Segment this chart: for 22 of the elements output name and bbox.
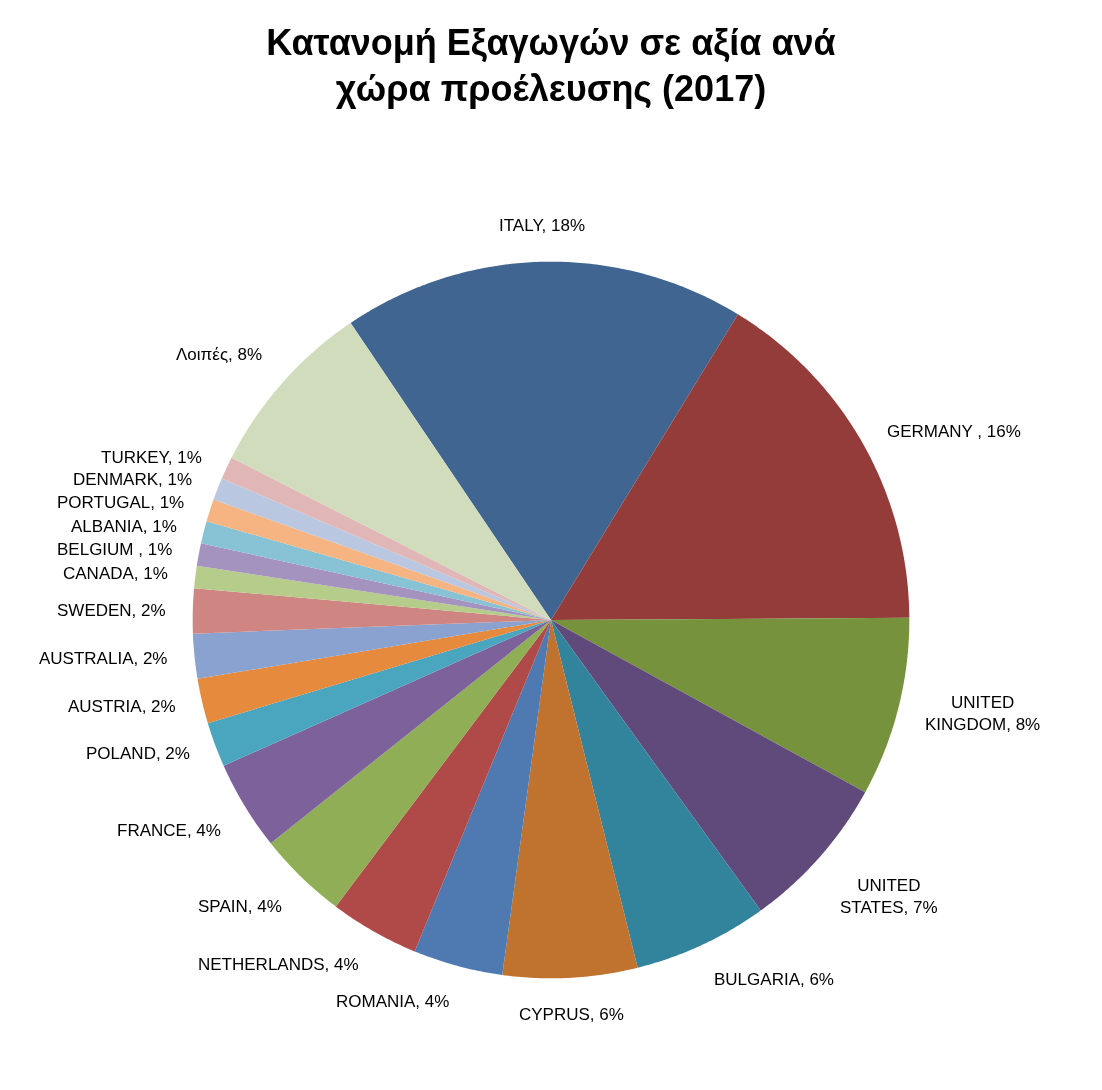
slice-label: CYPRUS, 6% [519,1005,624,1024]
slice-label: POLAND, 2% [86,744,190,763]
slice-label: DENMARK, 1% [73,470,193,489]
slice-label: SPAIN, 4% [198,897,282,916]
slice-label: AUSTRALIA, 2% [39,649,168,668]
slice-label: ITALY, 18% [499,216,585,235]
slice-label: BULGARIA, 6% [714,970,834,989]
chart-title: Κατανομή Εξαγωγών σε αξία ανά χώρα προέλευσης (2017) [266,21,836,110]
slice-label: UNITED KINGDOM, 8% [925,693,1041,735]
slice-label: AUSTRIA, 2% [68,697,176,716]
slice-label: TURKEY, 1% [101,448,202,467]
slice-label: ALBANIA, 1% [71,517,177,536]
slice-label: SWEDEN, 2% [57,601,166,620]
slice-label: FRANCE, 4% [117,821,221,840]
slice-label: PORTUGAL, 1% [57,493,185,512]
slice-label: ROMANIA, 4% [336,992,450,1011]
slice-label: Λοιπές, 8% [176,345,263,364]
slice-label: NETHERLANDS, 4% [198,955,359,974]
slice-label: UNITED STATES, 7% [840,876,938,918]
slice-label: CANADA, 1% [63,564,168,583]
slice-label: GERMANY , 16% [887,422,1021,441]
slice-label: BELGIUM , 1% [57,540,173,559]
